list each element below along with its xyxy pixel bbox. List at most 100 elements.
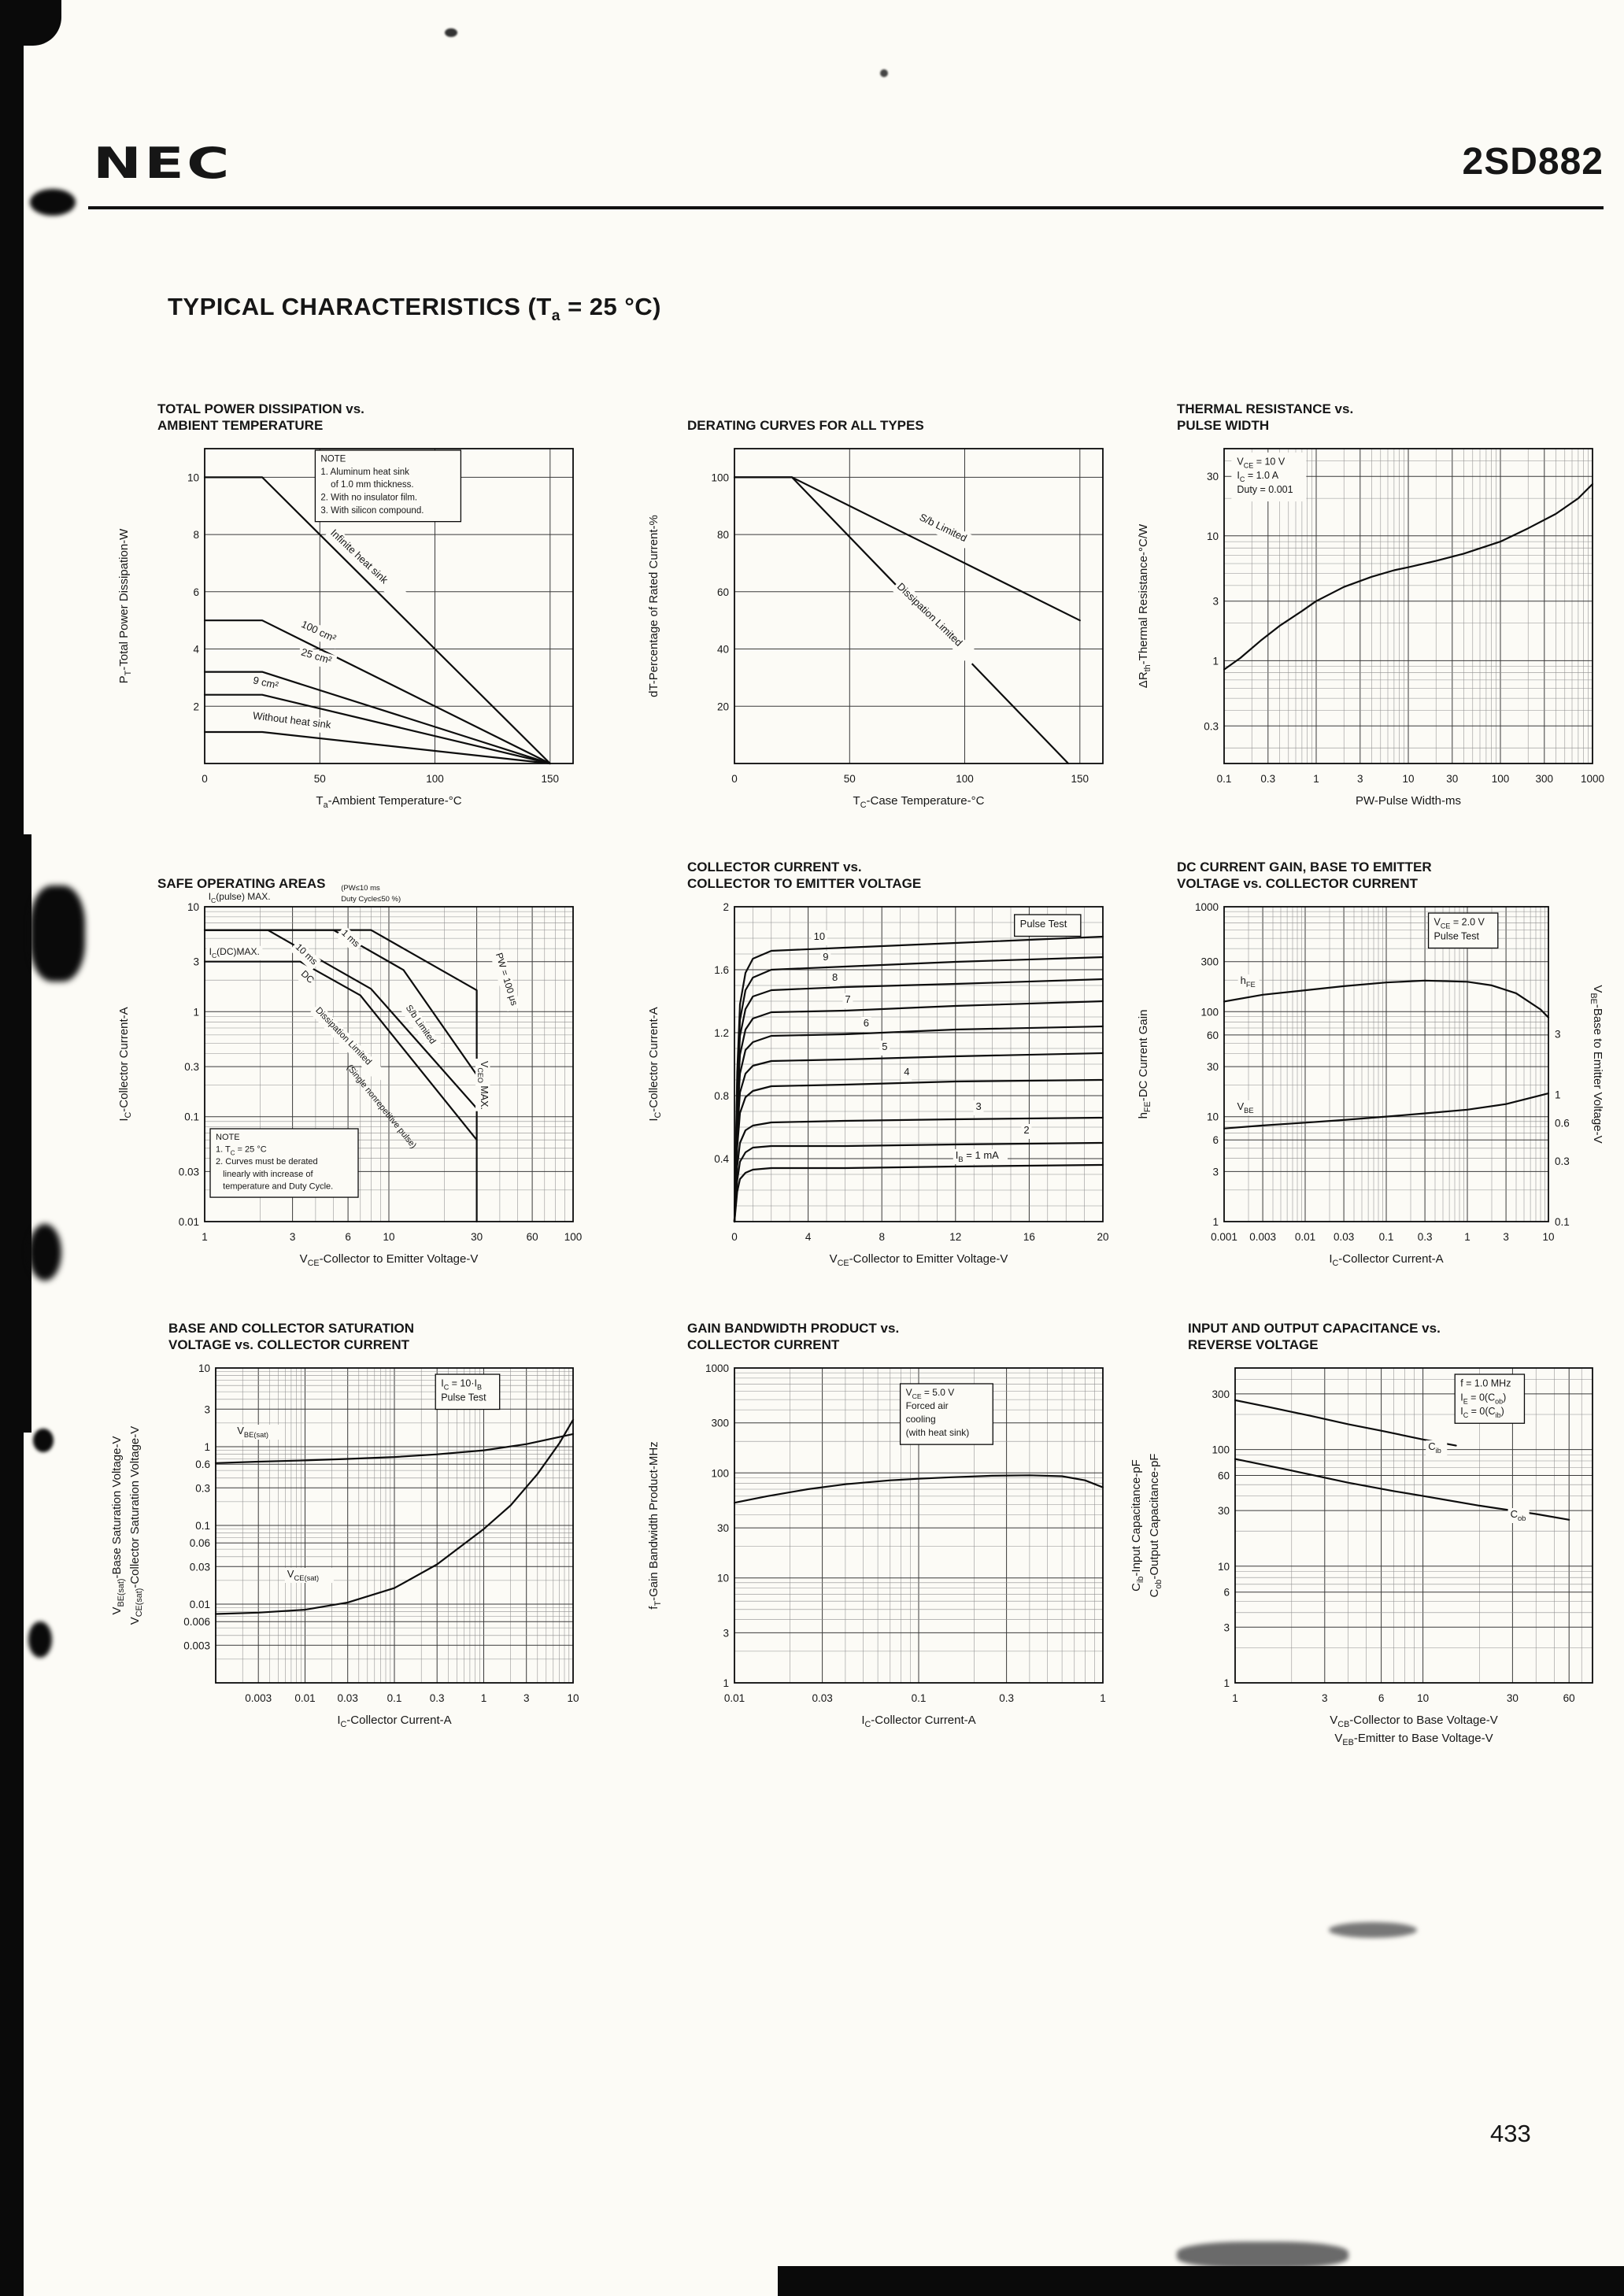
svg-text:0.6: 0.6 — [1555, 1117, 1570, 1129]
svg-text:Pulse Test: Pulse Test — [441, 1392, 486, 1403]
svg-text:100: 100 — [426, 773, 444, 785]
svg-text:3: 3 — [1212, 1166, 1219, 1178]
nec-logo: NEC — [93, 139, 232, 189]
chart-title: REVERSE VOLTAGE — [1188, 1337, 1319, 1352]
svg-text:1: 1 — [193, 1006, 199, 1018]
svg-text:10: 10 — [383, 1231, 394, 1243]
scan-artifact-bottom-bar — [778, 2266, 1624, 2296]
curve-label: 7 — [842, 993, 853, 1008]
series-100cm2 — [203, 619, 551, 765]
svg-text:Dissipation Limited: Dissipation Limited — [313, 1006, 373, 1067]
svg-text:1.6: 1.6 — [714, 964, 729, 976]
svg-text:0.003: 0.003 — [183, 1640, 210, 1651]
chart-canvas: TOTAL POWER DISSIPATION vs. AMBIENT TEMPE… — [117, 401, 574, 810]
svg-text:0.006: 0.006 — [183, 1616, 210, 1628]
note-box — [209, 1128, 359, 1198]
svg-text:0.3: 0.3 — [195, 1482, 210, 1494]
svg-text:0.01: 0.01 — [724, 1692, 745, 1704]
y-axis-label: hFE-DC Current Gain — [1137, 1010, 1152, 1119]
svg-text:2. With no insulator film.: 2. With no insulator film. — [320, 493, 417, 502]
svg-text:0.1: 0.1 — [184, 1111, 199, 1123]
svg-text:8: 8 — [879, 1231, 885, 1243]
svg-text:5: 5 — [882, 1041, 887, 1052]
curve-label: 3 — [973, 1100, 984, 1115]
y-axis-label: PT-Total Power Dissipation-W — [117, 528, 133, 684]
curve-label: Infinite heat sink — [324, 525, 411, 608]
svg-text:150: 150 — [542, 773, 560, 785]
y-axis-label: fT-Gain Bandwidth Product-MHz — [647, 1441, 663, 1609]
svg-text:1: 1 — [1223, 1677, 1230, 1689]
curve-label: 2 — [1021, 1124, 1032, 1139]
svg-text:7: 7 — [845, 993, 850, 1005]
chart-title: BASE AND COLLECTOR SATURATION — [168, 1321, 414, 1336]
svg-text:VCE = 5.0 V: VCE = 5.0 V — [906, 1387, 955, 1400]
svg-text:100: 100 — [956, 773, 974, 785]
svg-text:0.03: 0.03 — [812, 1692, 832, 1704]
chart-title: VOLTAGE vs. COLLECTOR CURRENT — [168, 1337, 410, 1352]
svg-text:10: 10 — [1402, 773, 1414, 785]
chart-title: INPUT AND OUTPUT CAPACITANCE vs. — [1188, 1321, 1441, 1336]
svg-text:6: 6 — [1223, 1587, 1230, 1599]
svg-text:10: 10 — [1542, 1231, 1554, 1243]
chart-derating-curves: DERATING CURVES FOR ALL TYPES 0 50 100 150 20… — [616, 394, 1120, 866]
svg-text:300: 300 — [1200, 956, 1219, 968]
curve-label: hFE — [1237, 974, 1260, 989]
chart-canvas: SAFE OPERATING AREAS 1 3 6 10 30 60 100 0.01 0.03… — [117, 876, 583, 1268]
chart-title: COLLECTOR CURRENT — [687, 1337, 840, 1352]
svg-text:0.1: 0.1 — [195, 1520, 210, 1532]
svg-text:4: 4 — [805, 1231, 812, 1243]
chart-saturation-voltage: BASE AND COLLECTOR SATURATION VOLTAGE vs.… — [87, 1313, 590, 1785]
svg-text:100: 100 — [564, 1231, 583, 1243]
svg-text:10: 10 — [1218, 1561, 1230, 1573]
svg-text:1: 1 — [1464, 1231, 1470, 1243]
note-box — [435, 1374, 501, 1411]
svg-text:0.03: 0.03 — [190, 1561, 210, 1573]
svg-text:3: 3 — [976, 1100, 982, 1112]
svg-text:1: 1 — [723, 1677, 729, 1689]
svg-text:300: 300 — [1536, 773, 1554, 785]
svg-text:0.001: 0.001 — [1211, 1231, 1237, 1243]
x-axis-label: IC-Collector Current-A — [1329, 1252, 1443, 1268]
svg-text:100: 100 — [1200, 1006, 1219, 1018]
svg-text:20: 20 — [1097, 1231, 1108, 1243]
svg-text:150: 150 — [1071, 773, 1089, 785]
svg-text:3: 3 — [290, 1231, 296, 1243]
svg-text:0.3: 0.3 — [430, 1692, 445, 1704]
svg-text:3: 3 — [1503, 1231, 1509, 1243]
section-title-sub: a — [551, 308, 560, 325]
curve-label: VBE — [1234, 1100, 1256, 1115]
y2-axis-label: VBE-Base to Emitter Voltage-V — [1589, 985, 1604, 1143]
svg-text:VBE: VBE — [1237, 1100, 1254, 1115]
svg-text:0.01: 0.01 — [1295, 1231, 1315, 1243]
scan-artifact-smudge2 — [1177, 2242, 1348, 2268]
y-axis-label: ΔRth-Thermal Resistance-°C/W — [1137, 523, 1152, 688]
svg-text:100: 100 — [1212, 1444, 1230, 1456]
curve-label: 4 — [901, 1066, 912, 1081]
svg-text:0.1: 0.1 — [1217, 773, 1232, 785]
curve-label: IB = 1 mA — [953, 1149, 1008, 1164]
curve-label: VCE(sat) — [284, 1568, 334, 1583]
svg-text:30: 30 — [1446, 773, 1458, 785]
note-box — [899, 1383, 993, 1445]
svg-text:100: 100 — [1492, 773, 1510, 785]
svg-text:0.6: 0.6 — [195, 1459, 210, 1470]
svg-text:1. Aluminum heat sink: 1. Aluminum heat sink — [320, 468, 409, 477]
svg-text:VBE(sat): VBE(sat) — [237, 1425, 268, 1439]
svg-text:NOTE: NOTE — [320, 455, 346, 464]
svg-text:IC(DC)MAX.: IC(DC)MAX. — [209, 946, 260, 959]
series-vbe-sat — [214, 1433, 575, 1464]
svg-text:VCE = 2.0 V: VCE = 2.0 V — [1434, 917, 1485, 930]
svg-text:6: 6 — [1378, 1692, 1385, 1704]
svg-text:30: 30 — [471, 1231, 483, 1243]
series-without-heat-sink — [203, 730, 551, 765]
svg-text:6: 6 — [864, 1017, 869, 1029]
curve-label: 9 — [820, 951, 831, 966]
series-ib-6ma — [733, 1025, 1104, 1223]
svg-text:Dissipation Limited: Dissipation Limited — [895, 580, 965, 649]
svg-text:3: 3 — [1555, 1029, 1561, 1041]
svg-text:10: 10 — [1207, 531, 1219, 542]
svg-text:IC = 10·IB: IC = 10·IB — [441, 1378, 482, 1392]
page-number: 433 — [1490, 2120, 1531, 2147]
part-number: 2SD882 — [1462, 141, 1604, 183]
